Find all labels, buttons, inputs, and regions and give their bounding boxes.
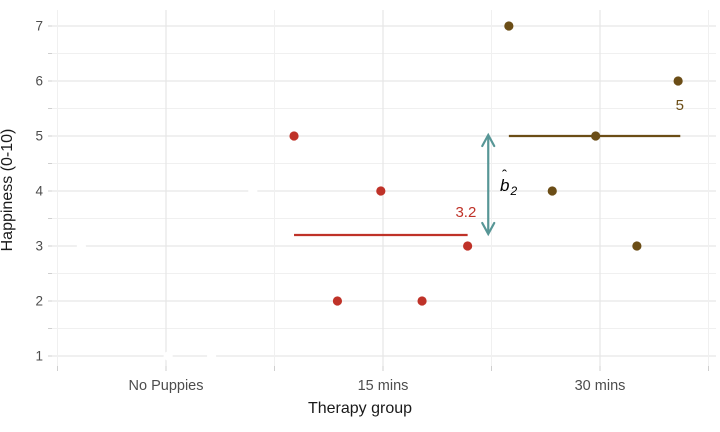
data-point [289,131,299,141]
data-point [248,186,258,196]
arrow-head-down-icon [481,221,496,237]
data-point [206,351,217,361]
data-point [417,296,427,306]
data-point [163,351,173,361]
x-axis-tick-label: 15 mins [358,378,409,394]
x-axis-tick-label: 30 mins [575,378,626,394]
data-point [463,241,473,251]
y-axis-tick-label: 2 [35,294,43,309]
data-point [632,241,642,251]
coefficient-subscript: 2 [510,184,518,198]
data-point [673,76,683,86]
data-point [504,21,514,31]
data-point [76,241,86,251]
y-axis-tick-label: 6 [35,74,43,89]
data-point [547,186,557,196]
data-point [376,186,386,196]
coefficient-b2-label: ˆ b2 [500,167,518,198]
arrow-head-up-icon [481,132,496,148]
y-axis-tick-label: 7 [35,19,43,34]
y-axis-tick-label: 3 [35,239,43,254]
x-axis-title: Therapy group [307,400,413,417]
x-axis-tick-label: No Puppies [129,378,204,394]
data-point [332,296,343,306]
y-axis-tick-label: 1 [35,349,43,364]
hat-accent: ˆ [502,167,507,184]
coefficient-base: b [500,176,510,195]
data-point [591,131,601,141]
mean-value-label: 5 [676,97,684,114]
y-axis-tick-label: 4 [35,184,43,199]
y-axis-title: Happiness (0-10) [0,128,16,252]
y-axis-tick-label: 5 [35,129,43,144]
mean-value-label: 3.2 [455,204,476,221]
